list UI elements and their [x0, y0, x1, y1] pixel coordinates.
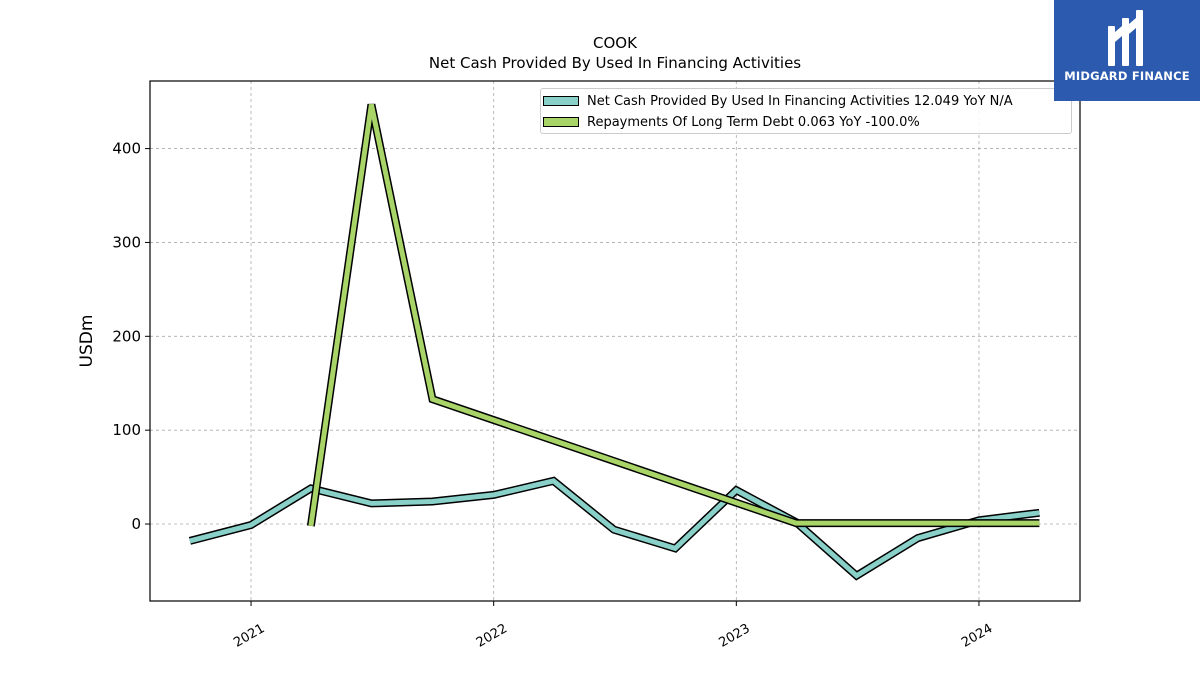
y-tick-label: 300 [112, 233, 141, 251]
series-stroke [308, 103, 1040, 527]
grid [150, 81, 1080, 601]
series-line-2 [306, 103, 1040, 528]
series-layer [188, 103, 1040, 581]
chart-subtitle: Net Cash Provided By Used In Financing A… [429, 54, 801, 72]
y-tick-label: 400 [112, 140, 141, 158]
y-tick-label: 0 [131, 515, 141, 533]
legend-item: Net Cash Provided By Used In Financing A… [541, 91, 1013, 111]
x-tick-label: 2021 [231, 621, 267, 651]
y-axis-label: USDm [77, 315, 97, 368]
legend-label: Net Cash Provided By Used In Financing A… [587, 93, 1013, 109]
plot-frame [149, 80, 1081, 602]
legend-item: Repayments Of Long Term Debt 0.063 YoY -… [541, 112, 920, 132]
series-outline [306, 103, 1040, 528]
x-tick-label: 2023 [716, 621, 752, 651]
legend-label: Repayments Of Long Term Debt 0.063 YoY -… [587, 114, 920, 130]
x-axis: 2021 2022 2023 2024 [231, 601, 995, 651]
legend-swatch [543, 117, 579, 127]
series-line-1 [188, 476, 1040, 581]
chart-title: COOK [593, 34, 638, 52]
y-tick-label: 100 [112, 421, 141, 439]
logo-mark-icon [1108, 10, 1143, 66]
y-tick-label: 200 [112, 327, 141, 345]
legend: Net Cash Provided By Used In Financing A… [540, 88, 1072, 134]
legend-swatch [543, 96, 579, 106]
x-tick-label: 2024 [959, 621, 995, 651]
logo-text: MIDGARD FINANCE [1064, 69, 1190, 83]
brand-logo: MIDGARD FINANCE [1054, 0, 1200, 101]
y-axis: 0 100 200 300 400 [112, 140, 150, 533]
x-tick-label: 2022 [474, 621, 510, 651]
